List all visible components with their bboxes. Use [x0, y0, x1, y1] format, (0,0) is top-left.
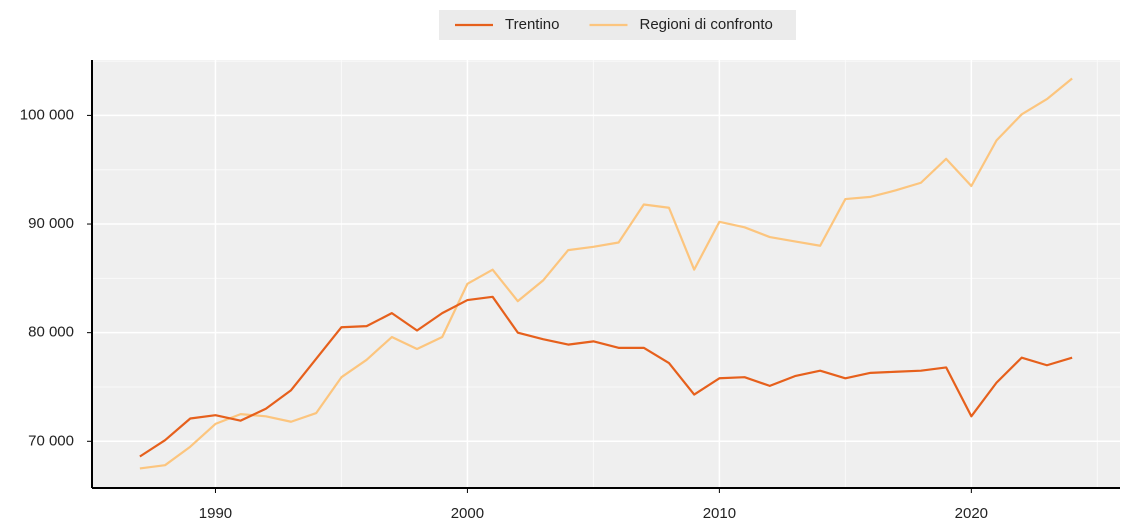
y-tick-label: 80 000 [28, 324, 74, 341]
y-tick-label: 100 000 [20, 106, 74, 123]
y-tick-label: 70 000 [28, 432, 74, 449]
series-line [139, 295, 1073, 458]
legend-label: Regioni di confronto [639, 16, 772, 33]
x-tick-label: 2010 [703, 505, 736, 522]
x-tick-label: 2000 [451, 505, 484, 522]
grid [92, 60, 1120, 488]
plot-area [92, 60, 1120, 488]
lines [139, 77, 1073, 470]
y-tick-label: 90 000 [28, 215, 74, 232]
x-tick-label: 2020 [955, 505, 988, 522]
legend-label: Trentino [505, 16, 559, 33]
x-tick-label: 1990 [199, 505, 232, 522]
series-line [139, 77, 1073, 470]
